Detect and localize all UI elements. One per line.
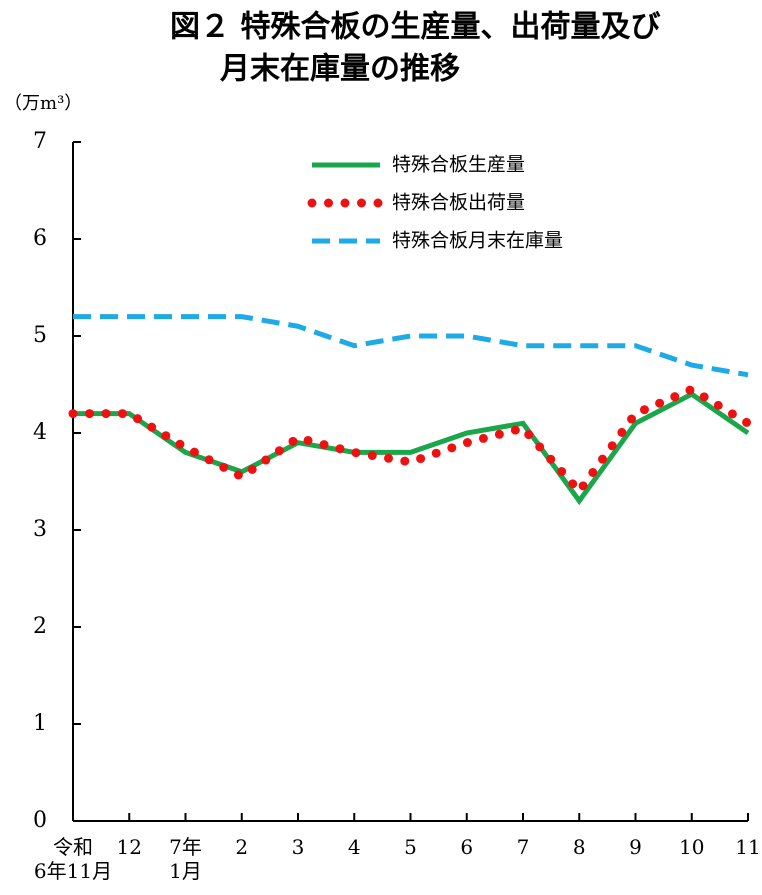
legend-label: 特殊合板月末在庫量 (392, 230, 563, 252)
chart-title: 月末在庫量の推移 (220, 52, 460, 87)
x-tick-label: 2 (235, 835, 249, 859)
chart-title: 図２ 特殊合板の生産量、出荷量及び (170, 10, 660, 45)
x-tick-label: 6 (460, 835, 474, 859)
y-tick-label: 7 (33, 129, 47, 154)
data-line (73, 314, 749, 378)
y-axis-label: （万m³） (4, 93, 82, 114)
y-tick-label: 2 (33, 614, 47, 639)
x-tick-label: 12 (116, 835, 142, 859)
x-tick-label: 7 (516, 835, 530, 859)
x-tick-label: 令和 6年11月 (33, 835, 113, 883)
x-tick-label: 11 (735, 835, 761, 859)
data-line (73, 391, 750, 506)
y-tick-label: 4 (33, 420, 47, 445)
y-tick-label: 5 (33, 323, 47, 348)
legend-label: 特殊合板生産量 (392, 154, 525, 176)
x-tick-label: 4 (347, 835, 361, 859)
y-tick-label: 3 (33, 517, 47, 542)
y-tick-label: 6 (33, 226, 47, 251)
x-tick-label: 7年 1月 (169, 835, 202, 883)
data-line (68, 384, 753, 499)
y-tick-label: 0 (33, 808, 47, 833)
x-tick-label: 8 (572, 835, 586, 859)
y-tick-label: 1 (33, 711, 47, 736)
x-tick-label: 5 (404, 835, 417, 859)
x-tick-label: 9 (629, 835, 642, 859)
x-tick-label: 10 (679, 835, 705, 859)
legend-label: 特殊合板出荷量 (392, 192, 525, 214)
x-tick-label: 3 (291, 835, 305, 859)
